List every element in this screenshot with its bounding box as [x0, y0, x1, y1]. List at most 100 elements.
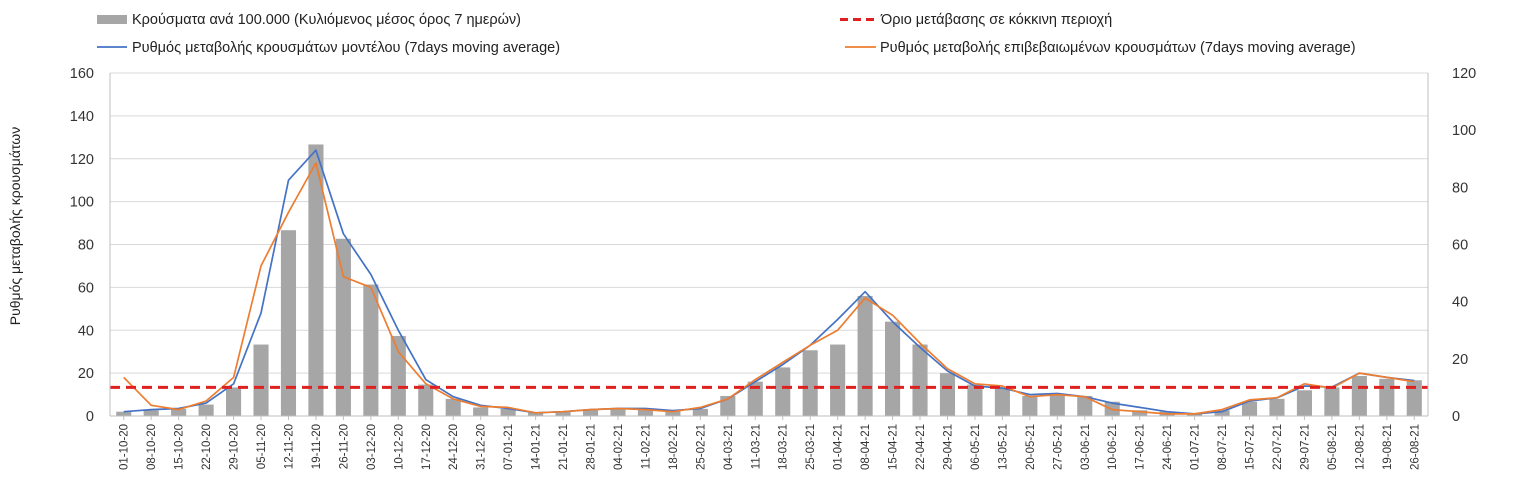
x-tick-label: 24-06-21 [1162, 424, 1174, 470]
x-tick-label: 29-10-20 [229, 424, 241, 470]
bar [830, 345, 845, 416]
y-tick-label: 160 [70, 66, 94, 82]
y-tick-label: 120 [70, 152, 94, 168]
bar [418, 385, 433, 416]
x-tick-label: 01-07-21 [1190, 424, 1202, 470]
legend-threshold-label: Όριο μετάβασης σε κόκκινη περιοχή [880, 12, 1112, 28]
bar [1352, 376, 1367, 416]
x-tick-label: 01-10-20 [119, 424, 131, 470]
x-tick-label: 08-04-21 [860, 424, 872, 470]
x-tick-label: 11-02-21 [640, 424, 652, 469]
bar-series [116, 144, 1422, 416]
x-tick-label: 15-10-20 [174, 424, 186, 470]
y2-tick-label: 60 [1452, 238, 1468, 254]
bar [1297, 390, 1312, 416]
bar [583, 410, 598, 416]
x-tick-label: 22-04-21 [915, 424, 927, 470]
x-tick-label: 11-03-21 [750, 424, 762, 469]
y-tick-label: 100 [70, 195, 94, 211]
x-tick-label: 18-02-21 [668, 424, 680, 470]
bar [775, 367, 790, 416]
x-tick-label: 13-05-21 [997, 424, 1009, 470]
bar [1324, 387, 1339, 416]
x-tick-label: 15-04-21 [888, 424, 900, 470]
legend-bars-swatch [97, 15, 127, 24]
y-axis-title: Ρυθμός μεταβολής κρουσμάτων [7, 127, 23, 325]
x-tick-label: 31-12-20 [476, 424, 488, 470]
gridlines [110, 73, 1428, 416]
y-tick-label: 20 [78, 366, 94, 382]
y-tick-label: 0 [86, 409, 94, 425]
x-tick-label: 22-10-20 [201, 424, 213, 470]
bar [199, 405, 214, 416]
y-tick-label: 40 [78, 323, 94, 339]
bar [1050, 395, 1065, 416]
legend: Κρούσματα ανά 100.000 (Κυλιόμενος μέσος … [97, 12, 1356, 56]
bar [610, 409, 625, 416]
x-tick-label: 01-04-21 [833, 424, 845, 470]
x-tick-label: 26-08-21 [1409, 424, 1421, 470]
x-tick-label: 19-11-20 [311, 424, 323, 469]
axes: 0 20 40 60 80 100 120 140 160 0 20 40 60 80 100 120 01-1… [70, 66, 1476, 470]
x-tick-label: 05-11-20 [256, 424, 268, 469]
x-tick-label: 10-06-21 [1107, 424, 1119, 470]
bar [912, 345, 927, 416]
bar [473, 407, 488, 416]
bar [967, 385, 982, 416]
bar [1269, 399, 1284, 416]
x-tick-label: 12-11-20 [283, 424, 295, 469]
x-tick-label: 26-11-20 [338, 424, 350, 469]
x-tick-label: 08-07-21 [1217, 424, 1229, 470]
y-tick-label: 80 [78, 238, 94, 254]
bar [858, 296, 873, 416]
y2-tick-label: 80 [1452, 180, 1468, 196]
line-series [110, 150, 1428, 414]
bar [1379, 379, 1394, 416]
x-tick-label: 25-03-21 [805, 424, 817, 470]
x-tick-label: 04-02-21 [613, 424, 625, 470]
bar [995, 387, 1010, 416]
bar [940, 373, 955, 416]
bar [116, 412, 131, 416]
x-tick-label: 10-12-20 [393, 424, 405, 470]
x-tick-label: 03-06-21 [1080, 424, 1092, 470]
y-tick-label: 60 [78, 280, 94, 296]
y2-tick-label: 100 [1452, 123, 1476, 139]
bar [144, 410, 159, 416]
bar [226, 387, 241, 416]
bar [1407, 380, 1422, 416]
bar [391, 336, 406, 416]
x-tick-label: 29-04-21 [942, 424, 954, 470]
x-tick-label: 19-08-21 [1382, 424, 1394, 470]
y2-tick-label: 0 [1452, 409, 1460, 425]
x-tick-label: 28-01-21 [586, 424, 598, 470]
legend-bars-label: Κρούσματα ανά 100.000 (Κυλιόμενος μέσος … [132, 12, 521, 28]
y2-tick-label: 40 [1452, 295, 1468, 311]
y-tick-label: 140 [70, 109, 94, 125]
legend-confirmed-label: Ρυθμός μεταβολής επιβεβαιωμένων κρουσμάτ… [880, 40, 1356, 56]
x-tick-label: 15-07-21 [1245, 424, 1257, 470]
x-tick-label: 24-12-20 [448, 424, 460, 470]
x-tick-label: 08-10-20 [146, 424, 158, 470]
x-tick-label: 12-08-21 [1354, 424, 1366, 470]
x-tick-label: 17-06-21 [1135, 424, 1147, 470]
bar [253, 345, 268, 416]
x-tick-label: 22-07-21 [1272, 424, 1284, 470]
x-tick-label: 07-01-21 [503, 424, 515, 470]
y2-tick-label: 20 [1452, 352, 1468, 368]
y2-tick-label: 120 [1452, 66, 1476, 82]
x-tick-label: 14-01-21 [531, 424, 543, 470]
x-tick-label: 03-12-20 [366, 424, 378, 470]
x-tick-label: 29-07-21 [1299, 424, 1311, 470]
bar [1022, 396, 1037, 416]
bar [693, 409, 708, 416]
x-tick-label: 21-01-21 [558, 424, 570, 470]
bar [363, 285, 378, 416]
bar [885, 322, 900, 416]
x-tick-label: 18-03-21 [778, 424, 790, 470]
bar [803, 350, 818, 416]
x-tick-label: 17-12-20 [421, 424, 433, 470]
x-tick-label: 06-05-21 [970, 424, 982, 470]
